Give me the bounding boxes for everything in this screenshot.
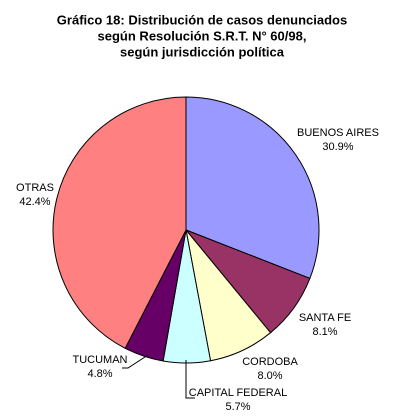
slice-value-label: 4.8% (87, 368, 112, 380)
slice-label: TUCUMAN (73, 354, 128, 366)
slice-label: CORDOBA (242, 356, 298, 368)
slice-label: CAPITAL FEDERAL (189, 387, 287, 399)
slice-value-label: 5.7% (225, 401, 250, 413)
chart-title: según jurisdicción política (120, 44, 285, 59)
slice-label: OTRAS (16, 182, 54, 194)
leader-line (185, 360, 195, 399)
pie-slice (185, 96, 320, 280)
slice-value-label: 8.0% (257, 370, 282, 382)
leader-line (122, 354, 149, 369)
chart-title: Gráfico 18: Distribución de casos denunc… (57, 12, 347, 27)
chart-title: según Resolución S.R.T. N° 60/98, (98, 28, 307, 43)
slice-value-label: 8.1% (312, 326, 337, 338)
slice-value-label: 30.9% (322, 141, 353, 153)
slice-label: BUENOS AIRES (297, 127, 379, 139)
slice-label: SANTA FE (299, 312, 351, 324)
pie-slice (52, 96, 187, 349)
slice-value-label: 42.4% (19, 196, 50, 208)
